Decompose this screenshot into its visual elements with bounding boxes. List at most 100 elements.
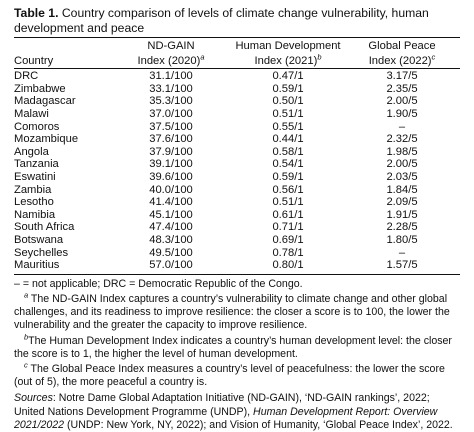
cell-hdi: 0.59/1 [272, 82, 304, 95]
cell-country: Eswatini [14, 170, 56, 183]
table-title: Country comparison of levels of climate … [14, 6, 429, 35]
cell-hdi: 0.78/1 [272, 246, 304, 259]
cell-hdi: 0.80/1 [232, 259, 344, 275]
cell-country: Mauritius [14, 259, 110, 275]
cell-country: Namibia [14, 208, 56, 221]
cell-gpi: 1.98/5 [386, 145, 418, 158]
cell-country: Zambia [14, 183, 52, 196]
table-row: Namibia 45.1/100 0.61/1 1.91/5 [14, 209, 460, 222]
cell-ndgain: 37.9/100 [149, 145, 193, 158]
header-hdi-line1: Human Development [232, 36, 344, 53]
cell-country: Madagascar [14, 95, 76, 108]
cell-country: DRC [14, 70, 39, 83]
header-gpi-line1: Global Peace [344, 36, 460, 53]
table-row: Mozambique 37.6/100 0.44/1 2.32/5 [14, 133, 460, 146]
cell-gpi: 3.17/5 [386, 70, 418, 83]
table-row: Eswatini 39.6/100 0.59/1 2.03/5 [14, 171, 460, 184]
cell-hdi: 0.71/1 [272, 221, 304, 234]
table-row: Seychelles 49.5/100 0.78/1 – [14, 247, 460, 260]
cell-ndgain: 41.4/100 [149, 196, 193, 209]
cell-country: South Africa [14, 221, 75, 234]
table-label: Table 1. [14, 6, 59, 20]
table-row: Botswana 48.3/100 0.69/1 1.80/5 [14, 234, 460, 247]
cell-gpi: 1.57/5 [344, 259, 460, 275]
cell-hdi: 0.50/1 [272, 95, 304, 108]
cell-country: Malawi [14, 107, 49, 120]
footnote-b: bThe Human Development Index indicates a… [14, 331, 452, 360]
header-country: Country [14, 52, 110, 70]
header-gpi-line2: Index (2022)c [344, 51, 460, 70]
cell-hdi: 0.44/1 [272, 133, 304, 146]
header-ndgain-line1: ND-GAIN [110, 36, 232, 53]
cell-hdi: 0.56/1 [272, 183, 304, 196]
cell-gpi: 1.91/5 [386, 208, 418, 221]
cell-gpi: 2.00/5 [386, 158, 418, 171]
cell-ndgain: 37.0/100 [149, 107, 193, 120]
footnote-mark-b: b [317, 51, 322, 61]
table-caption: Table 1. Country comparison of levels of… [14, 6, 460, 36]
table-row: Lesotho 41.4/100 0.51/1 2.09/5 [14, 196, 460, 209]
cell-gpi: 1.90/5 [386, 107, 418, 120]
cell-hdi: 0.58/1 [272, 145, 304, 158]
footnote-a: a The ND-GAIN Index captures a country’s… [14, 290, 450, 332]
cell-hdi: 0.47/1 [272, 70, 304, 83]
cell-hdi: 0.51/1 [272, 196, 304, 209]
table-notes: – = not applicable; DRC = Democratic Rep… [14, 278, 460, 432]
cell-country: Angola [14, 145, 49, 158]
cell-ndgain: 31.1/100 [149, 70, 193, 83]
abbreviations-note: – = not applicable; DRC = Democratic Rep… [14, 277, 303, 290]
cell-gpi: 2.03/5 [386, 170, 418, 183]
cell-ndgain: 45.1/100 [149, 208, 193, 221]
cell-ndgain: 37.6/100 [149, 133, 193, 146]
cell-ndgain: 37.5/100 [149, 120, 193, 133]
cell-ndgain: 40.0/100 [149, 183, 193, 196]
cell-ndgain: 33.1/100 [149, 82, 193, 95]
cell-country: Seychelles [14, 246, 69, 259]
cell-gpi: 2.35/5 [386, 82, 418, 95]
cell-gpi: – [398, 246, 406, 259]
table-body: DRC 31.1/100 0.47/1 3.17/5 Zimbabwe 33.1/100 0… [14, 69, 460, 275]
cell-ndgain: 57.0/100 [110, 259, 232, 275]
table-row: Tanzania 39.1/100 0.54/1 2.00/5 [14, 158, 460, 171]
cell-hdi: 0.55/1 [272, 120, 304, 133]
cell-gpi: 2.00/5 [386, 95, 418, 108]
cell-ndgain: 39.1/100 [149, 158, 193, 171]
header-hdi-line2: Index (2021)b [232, 51, 344, 70]
sources-note: Sources: Notre Dame Global Adaptation In… [14, 392, 453, 431]
table-row: DRC 31.1/100 0.47/1 3.17/5 [14, 69, 460, 83]
country-comparison-table: ND-GAIN Human Development Global Peace C… [14, 36, 460, 275]
cell-hdi: 0.51/1 [272, 107, 304, 120]
cell-country: Botswana [14, 233, 64, 246]
cell-ndgain: 47.4/100 [149, 221, 193, 234]
table-row: Angola 37.9/100 0.58/1 1.98/5 [14, 146, 460, 159]
footnote-mark-a: a [200, 51, 205, 61]
table-row: Madagascar 35.3/100 0.50/1 2.00/5 [14, 95, 460, 108]
cell-hdi: 0.69/1 [272, 233, 304, 246]
cell-country: Comoros [14, 120, 60, 133]
table-row: Zimbabwe 33.1/100 0.59/1 2.35/5 [14, 83, 460, 96]
table-row: Mauritius 57.0/100 0.80/1 1.57/5 [14, 259, 460, 275]
cell-gpi: 1.80/5 [386, 233, 418, 246]
cell-gpi: 1.84/5 [386, 183, 418, 196]
header-ndgain-line2: Index (2020)a [110, 51, 232, 70]
cell-gpi: 2.28/5 [386, 221, 418, 234]
table-row: Malawi 37.0/100 0.51/1 1.90/5 [14, 108, 460, 121]
cell-ndgain: 39.6/100 [149, 170, 193, 183]
cell-gpi: – [398, 120, 406, 133]
cell-hdi: 0.61/1 [272, 208, 304, 221]
cell-gpi: 2.32/5 [386, 133, 418, 146]
cell-country: Lesotho [14, 196, 54, 209]
cell-hdi: 0.59/1 [272, 170, 304, 183]
table-header: ND-GAIN Human Development Global Peace C… [14, 36, 460, 70]
cell-ndgain: 35.3/100 [149, 95, 193, 108]
cell-ndgain: 49.5/100 [149, 246, 193, 259]
footnote-mark-c: c [431, 51, 436, 61]
footnote-c: c The Global Peace Index measures a coun… [14, 360, 445, 389]
table-row: Comoros 37.5/100 0.55/1 – [14, 121, 460, 134]
cell-country: Tanzania [14, 158, 59, 171]
cell-country: Mozambique [14, 133, 79, 146]
table-row: Zambia 40.0/100 0.56/1 1.84/5 [14, 184, 460, 197]
cell-hdi: 0.54/1 [272, 158, 304, 171]
cell-country: Zimbabwe [14, 82, 66, 95]
